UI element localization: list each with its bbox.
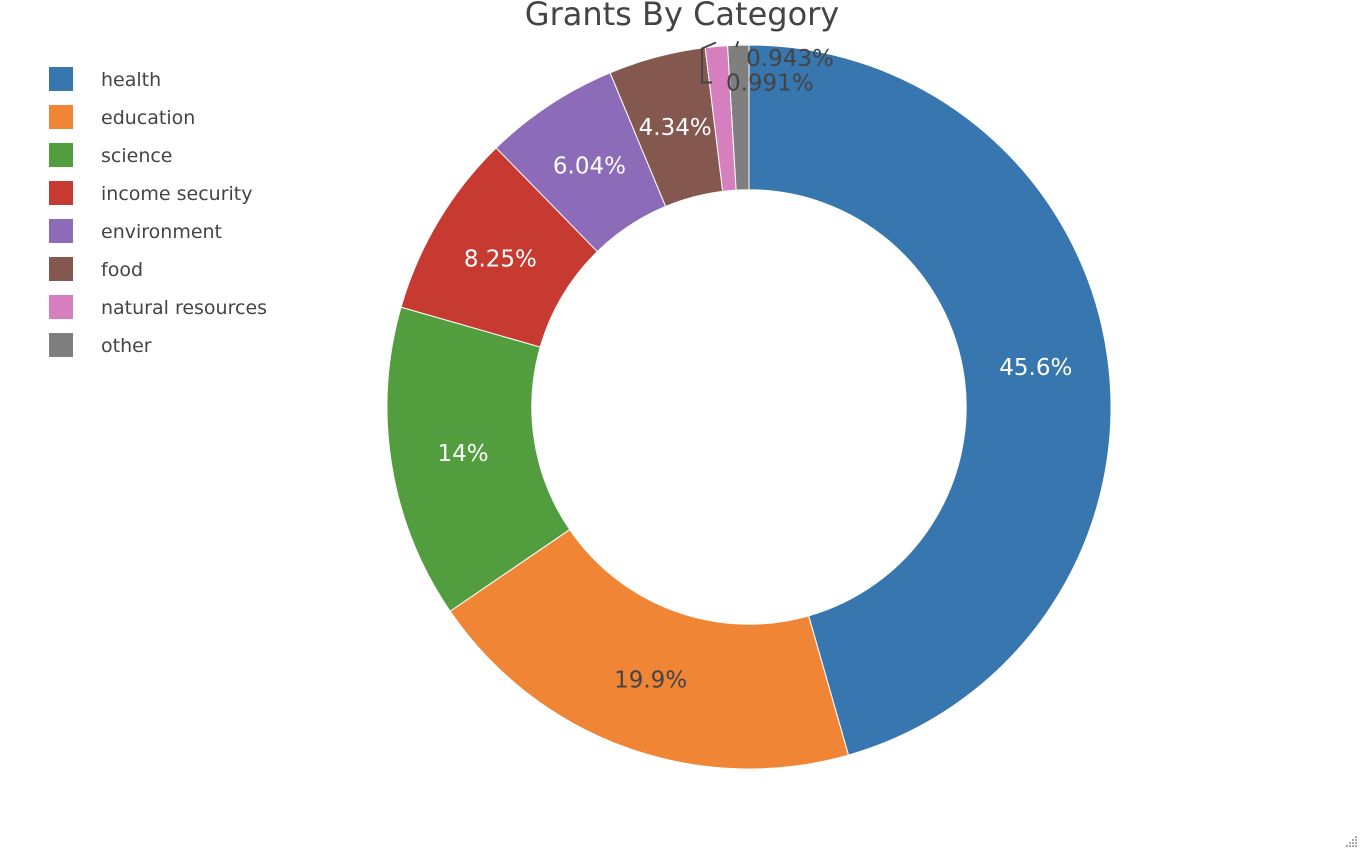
legend-label-education: education	[101, 107, 195, 129]
leader-line-other	[735, 40, 740, 48]
slice-label-science: 14%	[438, 441, 489, 467]
legend-item-environment[interactable]: environment	[49, 219, 222, 243]
leader-line-natural-resources	[700, 41, 717, 84]
legend-swatch-education	[49, 105, 73, 129]
donut-slices	[386, 44, 1112, 770]
slice-label-education: 19.9%	[614, 667, 687, 693]
legend-label-food: food	[101, 259, 143, 281]
slice-label-income-security: 8.25%	[464, 246, 537, 272]
legend-label-health: health	[101, 69, 161, 91]
slice-label-natural-resources: 0.991%	[726, 70, 814, 96]
slice-label-food: 4.34%	[639, 115, 712, 141]
slice-label-health: 45.6%	[999, 355, 1072, 381]
legend-item-science[interactable]: science	[49, 143, 173, 167]
legend-swatch-income-security	[49, 181, 73, 205]
legend-item-education[interactable]: education	[49, 105, 195, 129]
legend-swatch-environment	[49, 219, 73, 243]
resize-grip-icon[interactable]	[1344, 834, 1358, 848]
legend-label-science: science	[101, 145, 173, 167]
legend: health education science income security env…	[49, 67, 267, 357]
slice-label-other: 0.943%	[746, 46, 834, 72]
legend-item-other[interactable]: other	[49, 333, 152, 357]
legend-label-environment: environment	[101, 221, 222, 243]
legend-swatch-other	[49, 333, 73, 357]
slice-other[interactable]	[727, 44, 750, 191]
legend-label-income-security: income security	[101, 183, 253, 205]
legend-label-other: other	[101, 335, 152, 357]
slice-education[interactable]	[449, 528, 850, 770]
legend-swatch-science	[49, 143, 73, 167]
legend-item-natural-resources[interactable]: natural resources	[49, 295, 267, 319]
legend-item-health[interactable]: health	[49, 67, 161, 91]
legend-item-income-security[interactable]: income security	[49, 181, 253, 205]
legend-item-food[interactable]: food	[49, 257, 143, 281]
slice-science[interactable]	[386, 306, 571, 612]
legend-label-natural-resources: natural resources	[101, 297, 267, 319]
slice-label-environment: 6.04%	[553, 153, 626, 179]
legend-swatch-food	[49, 257, 73, 281]
slice-labels: 45.6% 19.9% 14% 8.25% 6.04% 4.34% 0.991%0.943%	[438, 40, 1072, 693]
chart-title: Grants By Category	[525, 0, 839, 33]
slice-health[interactable]	[748, 44, 1112, 756]
legend-swatch-health	[49, 67, 73, 91]
legend-swatch-natural-resources	[49, 295, 73, 319]
